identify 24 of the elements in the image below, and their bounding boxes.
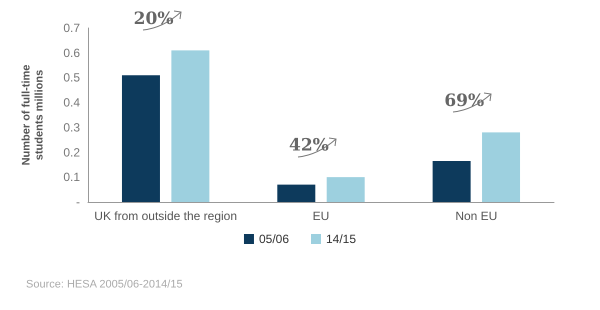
x-tick-label: EU bbox=[312, 209, 330, 223]
bar bbox=[432, 160, 471, 202]
y-tick-label: 0.7 bbox=[63, 21, 80, 35]
bar bbox=[482, 132, 520, 202]
x-tick-label: UK from outside the region bbox=[94, 209, 238, 223]
y-tick-label: 0.6 bbox=[63, 46, 80, 60]
y-tick-label: 0.4 bbox=[63, 96, 80, 110]
bar bbox=[326, 177, 365, 202]
annotation: 42% bbox=[289, 136, 329, 156]
y-tick-label: 0.2 bbox=[63, 145, 80, 160]
y-tick-label: 0.1 bbox=[63, 170, 80, 184]
bar bbox=[277, 184, 316, 202]
y-tick-label: - bbox=[76, 195, 80, 209]
legend-label: 05/06 bbox=[258, 232, 290, 246]
source-note: Source: HESA 2005/06-2014/15 bbox=[26, 278, 183, 290]
legend-label: 14/15 bbox=[326, 232, 356, 246]
y-tick-label: 0.3 bbox=[63, 120, 80, 134]
y-axis-title: Number of full-time students millions bbox=[20, 64, 46, 166]
bar bbox=[122, 75, 160, 202]
annotation: 69% bbox=[444, 90, 484, 111]
annotation: 20% bbox=[134, 8, 174, 29]
bar bbox=[171, 50, 210, 202]
y-tick-label: 0.5 bbox=[63, 70, 80, 85]
x-tick-label: Non EU bbox=[455, 209, 498, 223]
